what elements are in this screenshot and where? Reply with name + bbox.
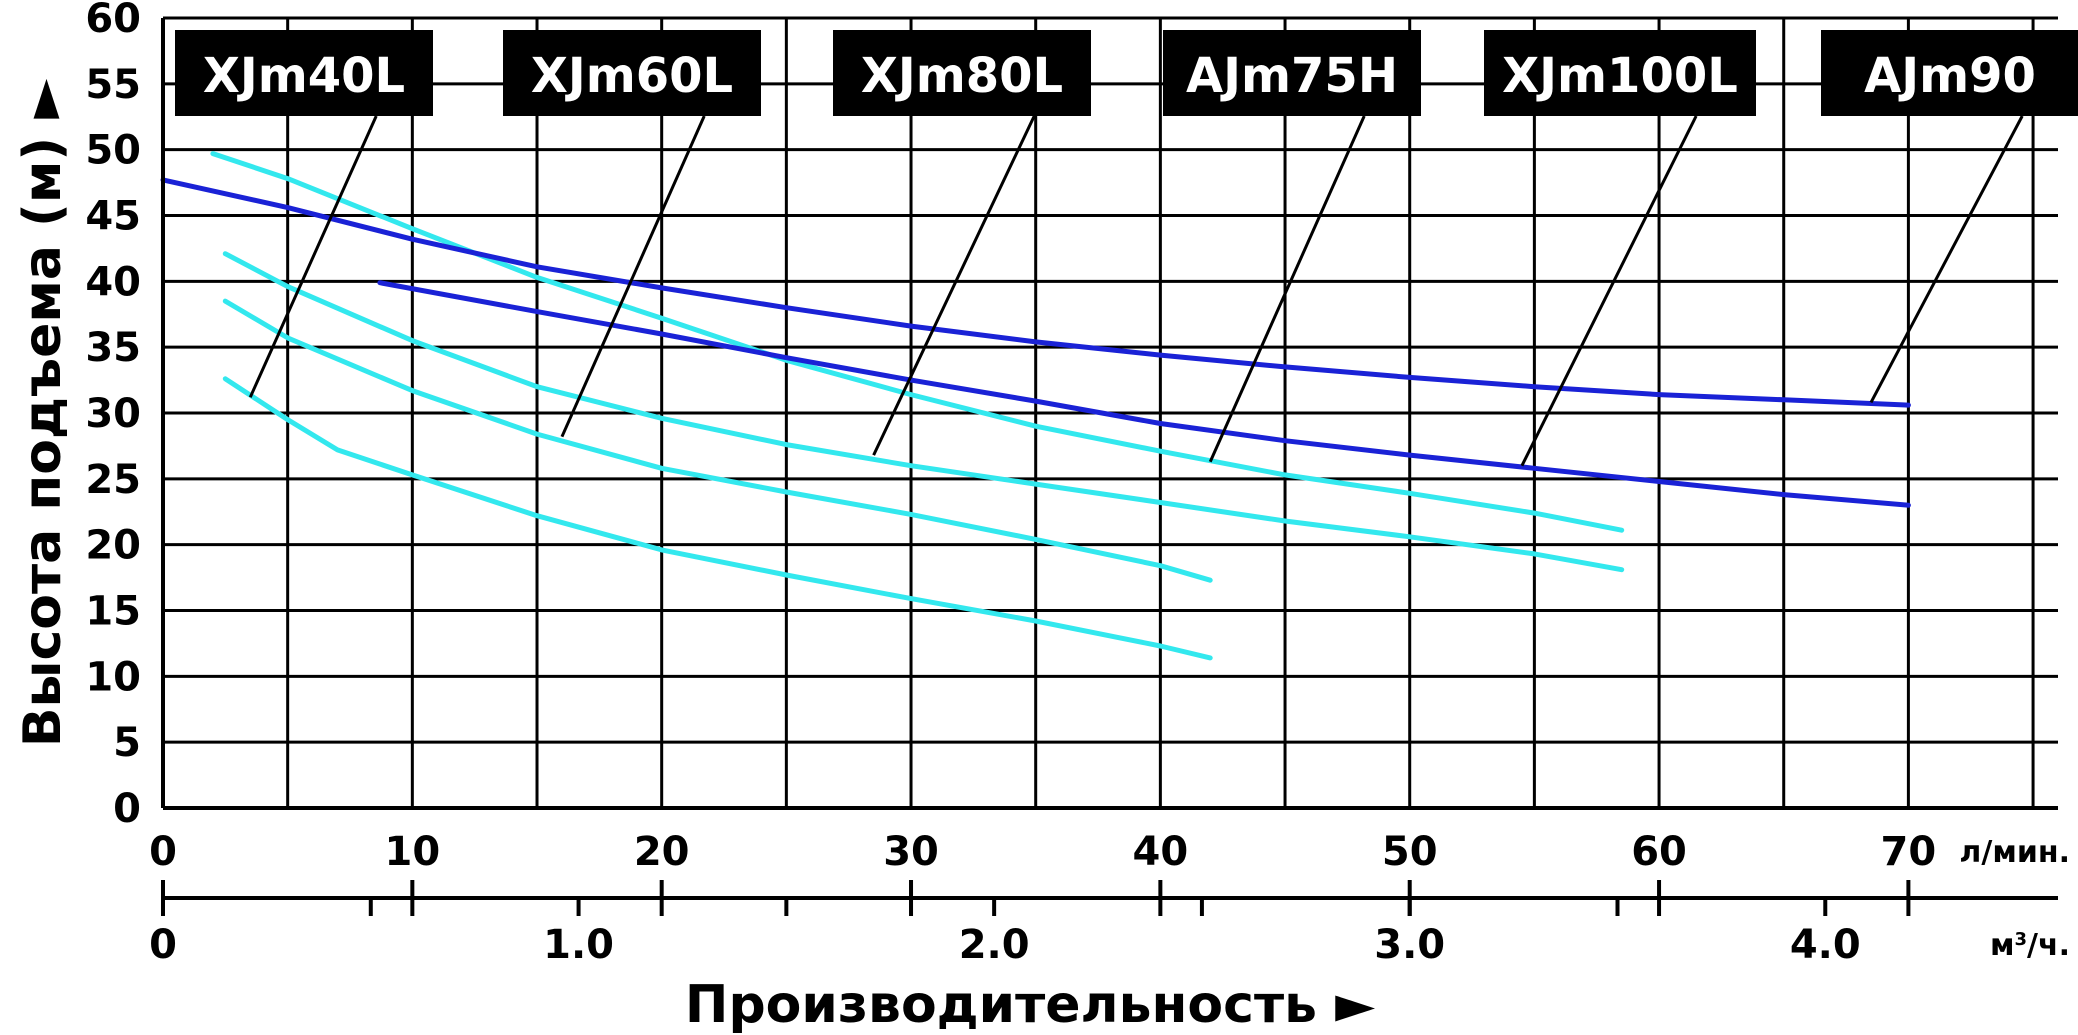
y-tick-label: 20	[85, 523, 141, 569]
x-tick-label-secondary: 2.0	[959, 922, 1030, 968]
y-tick-label: 15	[85, 589, 141, 635]
leader-line-ajm90	[1869, 115, 2024, 404]
series-lines	[160, 151, 1911, 661]
y-tick-label: 55	[85, 62, 141, 108]
x-tick-label-secondary: 4.0	[1790, 922, 1861, 968]
y-tick-label: 30	[85, 391, 141, 437]
x-tick-label-primary: 50	[1382, 829, 1438, 875]
x-unit-secondary-tail: /ч.	[2027, 928, 2070, 963]
model-labels: XJm40L XJm60L XJm80L AJm75H XJm100L AJm90	[175, 30, 2078, 467]
series-line-ajm75h	[210, 151, 1625, 533]
x-tick-label-secondary: 0	[149, 922, 177, 968]
label-box-xjm40l	[175, 30, 433, 116]
series-line-xjm80l	[222, 251, 1625, 573]
leader-line-xjm60l	[560, 115, 706, 438]
x-tick-label-secondary: 3.0	[1374, 922, 1445, 968]
label-text-ajm90: AJm90	[1864, 48, 2036, 104]
y-tick-label: 5	[113, 720, 141, 766]
x-tick-label-primary: 60	[1631, 829, 1687, 875]
x-unit-secondary-sup: 3	[2015, 929, 2028, 950]
label-text-xjm100l: XJm100L	[1502, 48, 1738, 104]
series-line-xjm60l	[222, 298, 1213, 583]
leader-line-ajm75h	[1208, 115, 1366, 463]
label-text-xjm60l: XJm60L	[531, 48, 733, 104]
label-box-xjm60l	[503, 30, 761, 116]
x-unit-primary: л/мин.	[1959, 835, 2070, 870]
label-text-xjm80l: XJm80L	[861, 48, 1063, 104]
leader-line-xjm80l	[872, 115, 1036, 456]
x-tick-label-primary: 30	[883, 829, 939, 875]
y-tick-label: 50	[85, 128, 141, 174]
y-axis-title: Высота подъема (м) ►	[13, 79, 73, 747]
series-line-ajm90	[160, 177, 1911, 408]
x-tick-label-primary: 10	[385, 829, 441, 875]
x-tick-label-primary: 70	[1881, 829, 1937, 875]
y-tick-label: 25	[85, 457, 141, 503]
x-tick-label-primary: 40	[1133, 829, 1189, 875]
leader-line-xjm100l	[1520, 115, 1698, 467]
label-box-xjm80l	[833, 30, 1091, 116]
x-tick-label-primary: 0	[149, 829, 177, 875]
label-box-ajm75h	[1163, 30, 1421, 116]
x-axis-title: Производительность ►	[685, 975, 1375, 1035]
y-tick-label: 40	[85, 259, 141, 305]
leader-line-xjm40l	[248, 115, 378, 398]
label-text-xjm40l: XJm40L	[203, 48, 405, 104]
y-tick-label: 35	[85, 325, 141, 371]
label-box-ajm90	[1821, 30, 2078, 116]
series-line-xjm40l	[222, 376, 1213, 661]
label-text-ajm75h: AJm75H	[1186, 48, 1398, 104]
label-box-xjm100l	[1484, 30, 1756, 116]
y-tick-label: 45	[85, 194, 141, 240]
x-tick-label-secondary: 1.0	[543, 922, 614, 968]
series-line-xjm100l	[377, 280, 1911, 508]
x-tick-label-primary: 20	[634, 829, 690, 875]
y-tick-label: 0	[113, 786, 141, 832]
x-unit-secondary: м3/ч.	[1990, 928, 2070, 963]
x-unit-secondary-base: м	[1990, 928, 2015, 963]
axes: 0 5 10 15 20 25 30 35 40 45 50 55 60 0 10 20 30 40 50 60 70 0…	[85, 0, 2058, 968]
y-tick-label: 10	[85, 654, 141, 700]
y-tick-label: 60	[85, 0, 141, 42]
